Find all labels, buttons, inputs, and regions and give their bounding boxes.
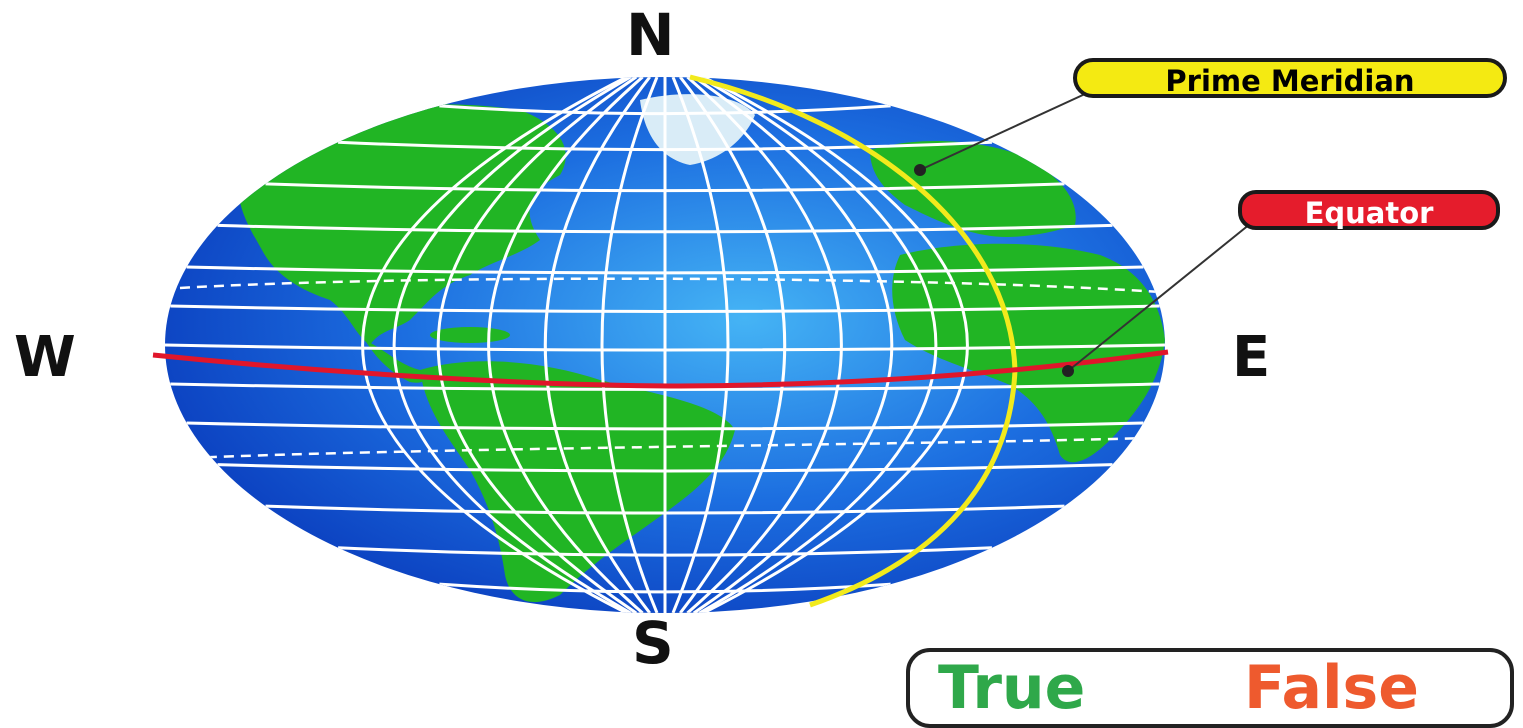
true-false-answer-box: True False [906, 648, 1514, 728]
compass-north-label: N [626, 1, 675, 69]
caribbean-island [430, 327, 510, 343]
globe-illustration [152, 74, 1251, 613]
longitude-line [671, 77, 730, 613]
equator-callout: Equator [1238, 190, 1500, 230]
prime-meridian-callout: Prime Meridian [1073, 58, 1507, 98]
prime-meridian-leader [919, 93, 1086, 171]
south-america-landmass [420, 361, 735, 603]
tropic-of-capricorn-line [189, 436, 1151, 460]
false-button[interactable]: False [1244, 653, 1419, 723]
compass-west-label: W [14, 325, 76, 390]
globe-diagram: N S W E Prime Meridian Equator True Fals… [14, 1, 1514, 728]
longitude-line [679, 77, 787, 613]
equator-leader [1067, 223, 1251, 372]
equator-line [152, 349, 1169, 389]
prime-meridian-marker [914, 164, 926, 176]
longitude-line [361, 77, 628, 613]
longitude-line [392, 77, 632, 613]
true-button[interactable]: True [938, 653, 1086, 723]
compass-east-label: E [1232, 325, 1271, 390]
tropic-lines [179, 277, 1161, 460]
longitude-lines [361, 77, 969, 613]
longitude-line [487, 77, 644, 613]
compass-south-label: S [632, 609, 674, 677]
longitude-line [436, 77, 638, 613]
longitude-line [702, 77, 969, 613]
longitude-line [692, 77, 894, 613]
longitude-line [698, 77, 938, 613]
longitude-line [543, 77, 651, 613]
tropic-of-cancer-line [179, 277, 1161, 294]
prime-meridian-line [689, 74, 1018, 608]
longitude-line [686, 77, 843, 613]
longitude-line [600, 77, 659, 613]
equator-marker [1062, 365, 1074, 377]
